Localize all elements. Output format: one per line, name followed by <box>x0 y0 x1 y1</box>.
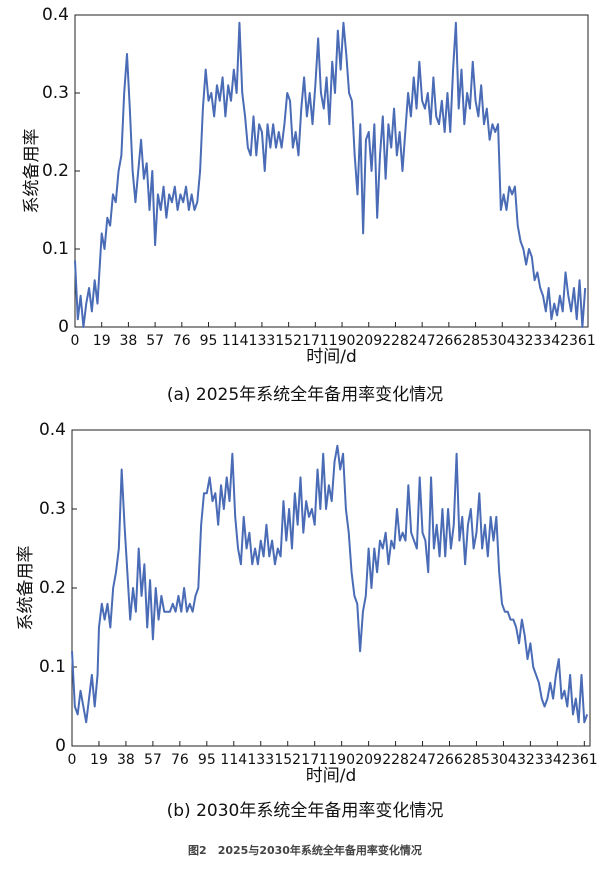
x-tick-label: 266 <box>435 333 462 349</box>
x-tick-label: 228 <box>382 752 409 768</box>
x-tick-label: 76 <box>173 333 191 349</box>
x-axis-label: 时间/d <box>306 766 357 786</box>
x-tick-label: 171 <box>302 333 329 349</box>
x-tick-label: 19 <box>90 752 108 768</box>
x-tick-label: 266 <box>436 752 463 768</box>
x-tick-label: 38 <box>119 333 137 349</box>
x-tick-label: 323 <box>516 333 543 349</box>
panel-caption: (b) 2030年系统全年备用率变化情况 <box>167 801 444 821</box>
x-tick-label: 209 <box>355 752 382 768</box>
data-line <box>71 444 589 724</box>
x-axis-label: 时间/d <box>306 347 357 367</box>
y-tick-label: 0 <box>58 317 69 337</box>
x-tick-label: 114 <box>220 752 247 768</box>
x-tick-label: 57 <box>146 333 164 349</box>
x-tick-label: 361 <box>569 333 596 349</box>
y-axis-label: 系统备用率 <box>16 546 36 631</box>
x-tick-label: 304 <box>490 752 517 768</box>
x-tick-label: 228 <box>382 333 409 349</box>
y-tick-label: 0.3 <box>42 83 69 103</box>
x-tick-label: 0 <box>68 752 77 768</box>
y-tick-label: 0.4 <box>39 420 66 440</box>
x-tick-label: 209 <box>355 333 382 349</box>
x-tick-label: 190 <box>328 752 355 768</box>
x-tick-label: 95 <box>200 333 218 349</box>
x-tick-label: 304 <box>489 333 516 349</box>
x-tick-label: 342 <box>544 752 571 768</box>
x-tick-label: 114 <box>222 333 249 349</box>
x-tick-label: 323 <box>517 752 544 768</box>
x-tick-label: 19 <box>93 333 111 349</box>
x-tick-label: 133 <box>249 333 276 349</box>
y-tick-label: 0.1 <box>39 657 66 677</box>
x-tick-label: 76 <box>171 752 189 768</box>
x-tick-label: 133 <box>247 752 274 768</box>
x-tick-label: 95 <box>198 752 216 768</box>
x-tick-label: 38 <box>117 752 135 768</box>
x-tick-label: 190 <box>329 333 356 349</box>
figure-caption: 图2 2025与2030年系统全年备用率变化情况 <box>188 843 422 857</box>
x-tick-label: 152 <box>275 333 302 349</box>
x-tick-label: 0 <box>71 333 80 349</box>
y-tick-label: 0 <box>55 736 66 756</box>
y-tick-label: 0.2 <box>42 161 69 181</box>
y-tick-label: 0.1 <box>42 239 69 259</box>
y-axis-label: 系统备用率 <box>22 129 42 214</box>
x-tick-label: 285 <box>462 333 489 349</box>
y-tick-label: 0.3 <box>39 499 66 519</box>
x-tick-label: 342 <box>542 333 569 349</box>
x-tick-label: 152 <box>274 752 301 768</box>
data-line <box>74 21 587 328</box>
x-tick-label: 285 <box>463 752 490 768</box>
y-tick-label: 0.4 <box>42 5 69 25</box>
x-tick-label: 247 <box>409 333 436 349</box>
x-tick-label: 247 <box>409 752 436 768</box>
x-tick-label: 361 <box>571 752 598 768</box>
x-tick-label: 171 <box>301 752 328 768</box>
y-tick-label: 0.2 <box>39 578 66 598</box>
x-tick-label: 57 <box>144 752 162 768</box>
panel-caption: (a) 2025年系统全年备用率变化情况 <box>167 385 443 405</box>
